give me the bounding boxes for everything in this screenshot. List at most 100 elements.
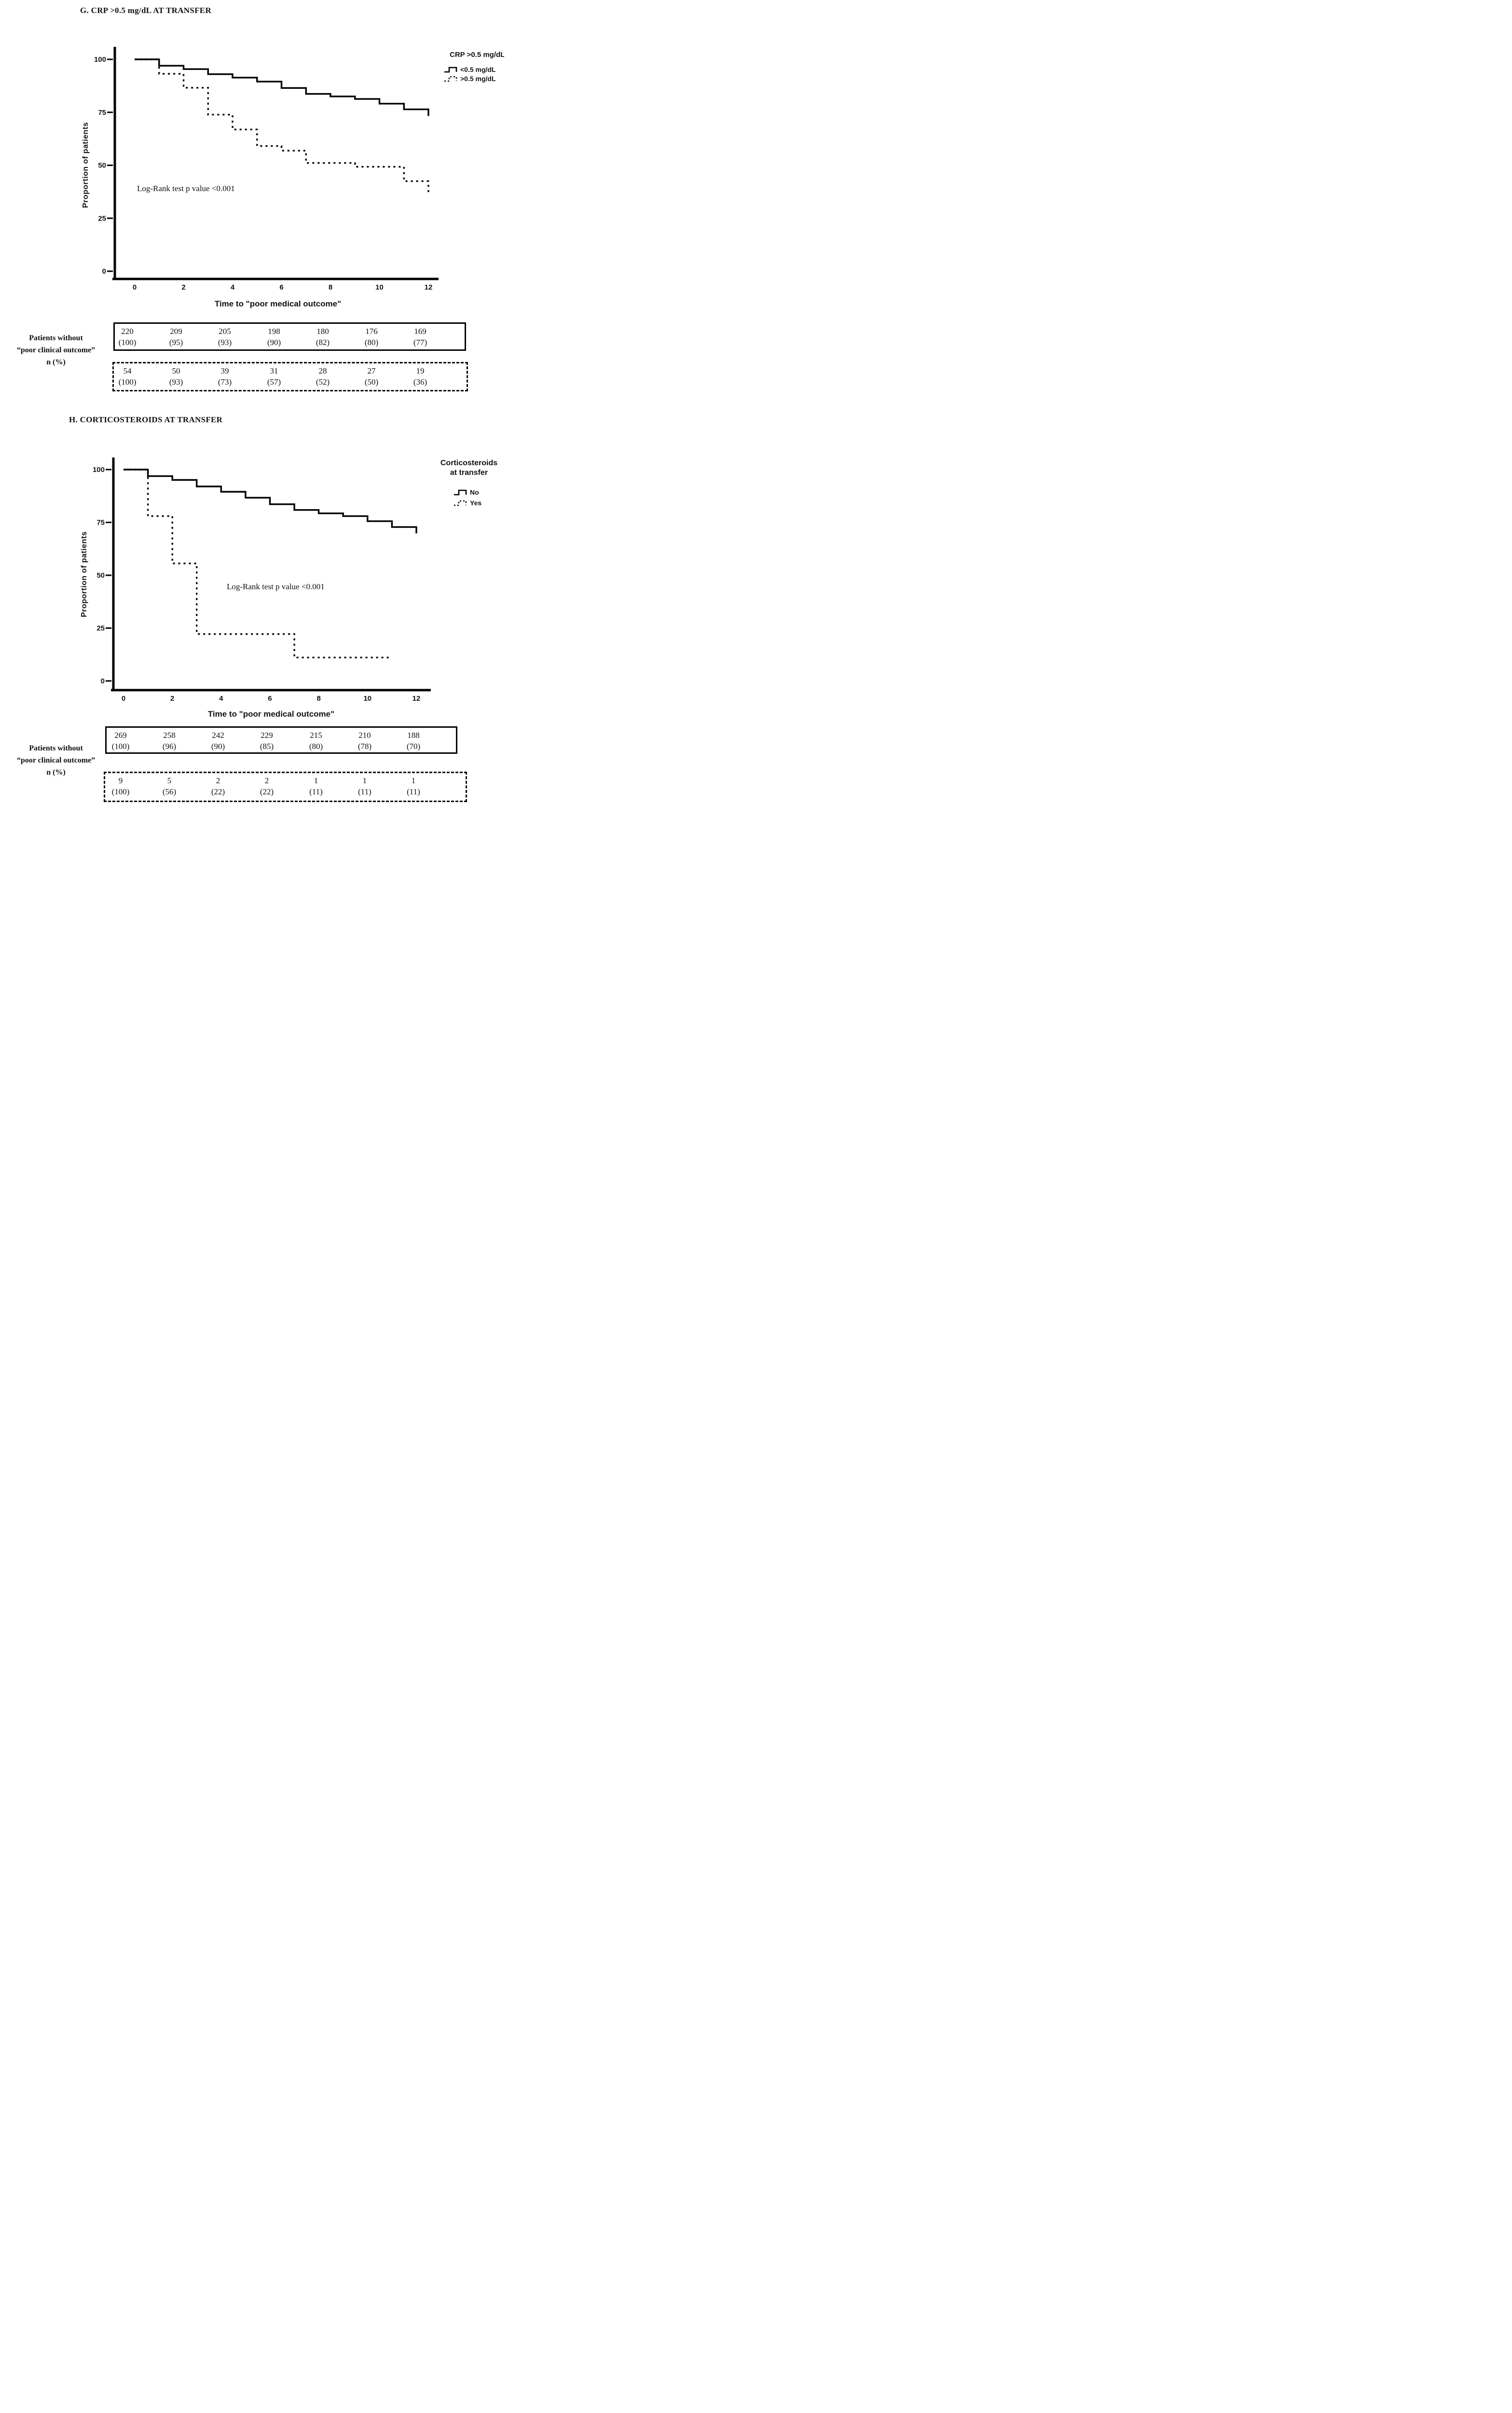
legend-symbol-path	[454, 500, 467, 506]
risk-percent: (90)	[267, 338, 281, 347]
risk-percent: (93)	[169, 377, 183, 387]
risk-side-label-line: n (%)	[46, 358, 66, 366]
x-tick-label: 8	[329, 283, 332, 291]
x-tick-label: 12	[425, 283, 433, 291]
risk-side-label-line: n (%)	[46, 768, 66, 777]
y-tick-label: 50	[98, 162, 106, 170]
legend-entry-label: >0.5 mg/dL	[460, 75, 496, 83]
risk-count: 242	[212, 731, 224, 740]
risk-side-label-line: Patients without	[29, 334, 83, 342]
risk-count: 215	[310, 731, 322, 740]
legend-title: Corticosteroids	[440, 459, 498, 467]
risk-percent: (100)	[118, 377, 137, 387]
risk-percent: (85)	[260, 742, 274, 751]
x-tick-label: 2	[181, 283, 185, 291]
y-axis-label: Proportion of patients	[82, 122, 90, 208]
y-tick-label: 100	[93, 466, 105, 474]
risk-percent: (57)	[267, 377, 281, 387]
panel-g: G. CRP >0.5 mg/dL AT TRANSFER 0 25 50 75 100…	[0, 0, 504, 404]
risk-count: 19	[416, 366, 425, 375]
risk-percent: (50)	[364, 377, 379, 387]
risk-percent: (78)	[357, 742, 372, 751]
risk-percent: (22)	[260, 787, 274, 796]
figure-page: G. CRP >0.5 mg/dL AT TRANSFER 0 25 50 75 100…	[0, 0, 504, 808]
legend-h: Corticosteroids at transfer No Yes	[433, 458, 504, 507]
risk-percent: (100)	[118, 338, 137, 347]
risk-count: 39	[220, 366, 229, 375]
panel-g-title: G. CRP >0.5 mg/dL AT TRANSFER	[80, 6, 212, 15]
risk-count: 2	[264, 776, 269, 785]
risk-percent: (80)	[309, 742, 323, 751]
x-tick-label: 6	[279, 283, 283, 291]
risk-percent: (52)	[316, 377, 330, 387]
risk-count: 9	[118, 776, 123, 785]
risk-count: 269	[114, 731, 127, 740]
legend-symbol-path	[444, 67, 457, 73]
risk-count: 31	[270, 366, 278, 375]
survival-curve-solid	[135, 58, 429, 116]
risk-percent: (90)	[211, 742, 225, 751]
y-tick-label: 100	[94, 55, 106, 64]
y-axis-label: Proportion of patients	[80, 531, 88, 618]
legend-entry: >0.5 mg/dL	[444, 75, 496, 83]
legend-entry: No	[454, 488, 479, 496]
risk-side-label-line: “poor clinical outcome”	[16, 346, 96, 354]
risk-count: 258	[163, 731, 176, 740]
survival-curve-dashed	[135, 58, 429, 193]
x-tick-label: 12	[412, 694, 421, 703]
risk-count: 5	[167, 776, 172, 785]
survival-curve-dashed	[124, 469, 392, 659]
risk-percent: (96)	[162, 742, 177, 751]
legend-entry-label: <0.5 mg/dL	[460, 66, 496, 73]
y-tick-label: 0	[102, 267, 106, 276]
risk-percent: (73)	[218, 377, 232, 387]
legend-line-symbol-dashed	[444, 76, 457, 82]
risk-count: 54	[123, 366, 132, 375]
legend-entry: <0.5 mg/dL	[444, 66, 496, 73]
risk-count: 28	[318, 366, 327, 375]
legend-entry: Yes	[454, 499, 481, 507]
risk-percent: (11)	[309, 787, 323, 796]
risk-count: 210	[358, 731, 371, 740]
risk-count: 198	[268, 327, 280, 336]
risk-count: 220	[121, 327, 134, 336]
risk-table-side-label: Patients without “poor clinical outcome” n…	[0, 332, 112, 368]
risk-count: 209	[170, 327, 182, 336]
risk-percent: (11)	[358, 787, 371, 796]
risk-table-solid: 269 (100) 258 (96) 242 (90) 229 (85) 215 (80) 210 (…	[105, 726, 457, 754]
legend-line-symbol-solid	[444, 67, 457, 73]
risk-table-dashed: 54 (100) 50 (93) 39 (73) 31 (57) 28 (52) 27 (50) 19 (…	[112, 362, 468, 391]
risk-percent: (100)	[111, 787, 130, 796]
risk-table-dashed: 9 (100) 5 (56) 2 (22) 2 (22) 1 (11) 1 (11) 1 (11)	[104, 772, 467, 802]
x-tick-label: 10	[375, 283, 384, 291]
x-tick-label: 4	[231, 283, 235, 291]
y-tick-label: 25	[96, 624, 105, 633]
risk-percent: (80)	[364, 338, 379, 347]
risk-count: 2	[216, 776, 220, 785]
log-rank-annotation: Log-Rank test p value <0.001	[137, 184, 235, 193]
risk-count: 169	[414, 327, 426, 336]
risk-table-side-label: Patients without “poor clinical outcome” n…	[0, 742, 112, 778]
km-plot-h: 0 25 50 75 100 0 2 4 6 8 10 12	[93, 458, 431, 703]
x-axis-label: Time to "poor medical outcome"	[214, 299, 342, 308]
risk-percent: (22)	[211, 787, 225, 796]
legend-line-symbol-solid	[454, 489, 467, 496]
x-tick-label: 6	[268, 694, 272, 703]
risk-count: 50	[172, 366, 180, 375]
risk-count: 1	[362, 776, 367, 785]
risk-count: 27	[367, 366, 376, 375]
y-tick-label: 75	[96, 519, 105, 527]
legend-title: at transfer	[450, 469, 488, 477]
risk-count: 1	[314, 776, 318, 785]
risk-percent: (36)	[413, 377, 427, 387]
risk-count: 188	[407, 731, 420, 740]
x-tick-label: 2	[170, 694, 174, 703]
legend-title: CRP >0.5 mg/dL	[450, 51, 504, 59]
x-tick-label: 4	[219, 694, 223, 703]
km-plot-g: 0 25 50 75 100 0 2 4 6 8 10 12	[94, 47, 439, 291]
legend-symbol-path	[444, 76, 457, 82]
panel-h-title: H. CORTICOSTEROIDS AT TRANSFER	[69, 415, 223, 424]
legend-line-symbol-dashed	[454, 500, 467, 506]
x-tick-label: 8	[316, 694, 320, 703]
risk-percent: (70)	[406, 742, 421, 751]
